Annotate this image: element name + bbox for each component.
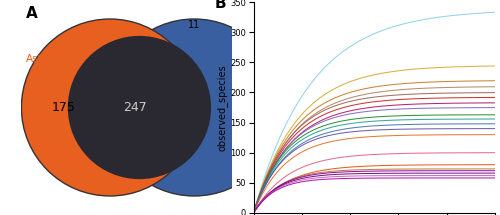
Circle shape (68, 36, 211, 179)
Text: Astragalus: Astragalus (26, 54, 82, 64)
Y-axis label: observed_species: observed_species (216, 64, 227, 151)
Text: Control: Control (193, 39, 231, 49)
Circle shape (106, 19, 282, 196)
Text: A: A (26, 6, 38, 21)
Text: 175: 175 (52, 101, 76, 114)
Circle shape (22, 19, 199, 196)
Text: 247: 247 (124, 101, 147, 114)
Text: 11: 11 (188, 20, 200, 30)
Text: B: B (215, 0, 226, 11)
